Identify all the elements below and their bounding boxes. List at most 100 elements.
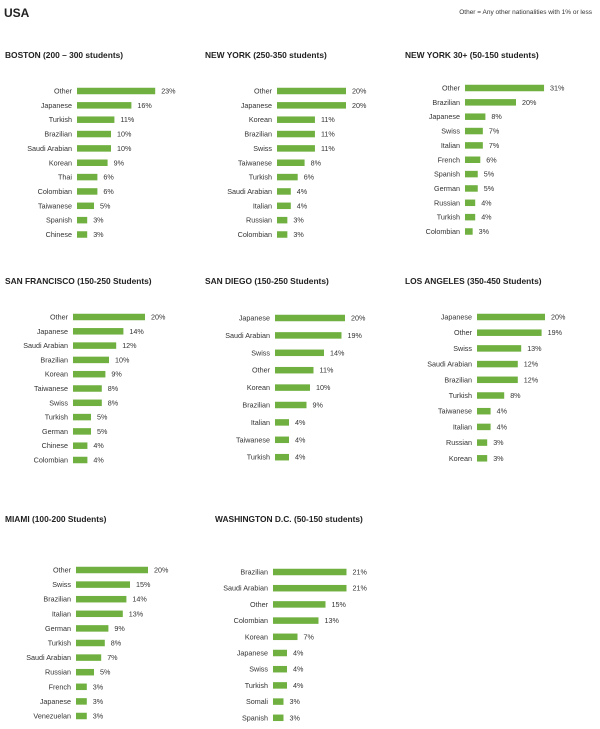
category-label: Other bbox=[252, 366, 271, 375]
category-label: Italian bbox=[52, 609, 71, 618]
san-francisco-chart: SAN FRANCISCO (150-250 Students) Other 20… bbox=[5, 276, 195, 471]
bar-chart: Other 31% Brazilian 20% Japanese 8% Swiss 7% Ita… bbox=[426, 84, 565, 237]
bar bbox=[273, 617, 319, 624]
category-label: Korean bbox=[45, 370, 68, 379]
bar-chart: Other 20% Swiss 15% Brazilian 14% Italian 13% Ge… bbox=[26, 566, 169, 721]
bar bbox=[275, 419, 289, 426]
value-label: 11% bbox=[321, 115, 335, 124]
value-label: 7% bbox=[304, 632, 315, 641]
chart-title: NEW YORK (250-350 students) bbox=[205, 50, 327, 60]
bar bbox=[76, 566, 148, 574]
value-label: 16% bbox=[137, 101, 152, 110]
value-label: 6% bbox=[103, 173, 114, 182]
category-label: Italian bbox=[251, 418, 270, 427]
bar bbox=[275, 349, 324, 357]
bar bbox=[465, 199, 476, 207]
value-label: 20% bbox=[352, 101, 367, 110]
category-label: Brazilian bbox=[240, 568, 268, 577]
value-label: 3% bbox=[93, 697, 104, 706]
bar bbox=[73, 428, 91, 435]
value-label: 19% bbox=[348, 331, 363, 340]
category-label: Korean bbox=[49, 158, 72, 167]
category-label: Turkish bbox=[247, 453, 270, 462]
bar bbox=[77, 216, 88, 224]
bar bbox=[273, 568, 347, 576]
bar bbox=[275, 384, 310, 391]
value-label: 10% bbox=[117, 130, 132, 139]
bar bbox=[273, 698, 284, 705]
category-label: Taiwanese bbox=[38, 201, 72, 210]
bar bbox=[273, 714, 284, 722]
bar bbox=[277, 102, 346, 109]
category-label: Japanese bbox=[237, 649, 268, 658]
bar bbox=[477, 376, 518, 384]
value-label: 14% bbox=[129, 327, 144, 336]
value-label: 9% bbox=[114, 624, 125, 633]
value-label: 6% bbox=[486, 155, 497, 164]
bar-chart: Other 23% Japanese 16% Turkish 11% Brazilian 10… bbox=[27, 87, 176, 240]
value-label: 3% bbox=[93, 712, 104, 721]
category-label: Turkish bbox=[49, 115, 72, 124]
value-label: 5% bbox=[100, 201, 111, 210]
value-label: 4% bbox=[481, 198, 492, 207]
san-diego-chart: SAN DIEGO (150-250 Students) Japanese 20%… bbox=[205, 276, 395, 471]
value-label: 20% bbox=[551, 313, 566, 322]
value-label: 10% bbox=[316, 383, 331, 392]
bar bbox=[73, 356, 109, 364]
value-label: 13% bbox=[325, 616, 340, 625]
value-label: 10% bbox=[117, 144, 132, 153]
category-label: Colombian bbox=[38, 187, 72, 196]
bar bbox=[76, 698, 87, 705]
miami-chart: MIAMI (100-200 Students) Other 20% Swiss 15… bbox=[5, 514, 195, 729]
bar bbox=[73, 342, 117, 349]
value-label: 3% bbox=[290, 713, 301, 722]
category-label: Saudi Arabian bbox=[27, 144, 72, 153]
category-label: Turkish bbox=[245, 681, 268, 690]
category-label: Spanish bbox=[434, 170, 460, 179]
category-label: Brazilian bbox=[43, 595, 71, 604]
bar bbox=[73, 413, 91, 421]
value-label: 5% bbox=[100, 668, 111, 677]
value-label: 15% bbox=[136, 580, 151, 589]
value-label: 5% bbox=[97, 427, 108, 436]
bar bbox=[275, 436, 289, 444]
value-label: 12% bbox=[524, 360, 539, 369]
category-label: Japanese bbox=[40, 697, 71, 706]
category-label: Korean bbox=[247, 383, 270, 392]
category-label: Colombian bbox=[426, 227, 460, 236]
bar bbox=[77, 87, 156, 95]
bar bbox=[277, 145, 315, 152]
bar bbox=[465, 142, 483, 149]
category-label: Taiwanese bbox=[238, 158, 272, 167]
bar bbox=[76, 639, 105, 647]
value-label: 5% bbox=[97, 413, 108, 422]
value-label: 3% bbox=[293, 216, 304, 225]
value-label: 3% bbox=[290, 697, 301, 706]
bar bbox=[77, 202, 94, 210]
bar bbox=[73, 370, 106, 378]
value-label: 7% bbox=[107, 653, 118, 662]
bar bbox=[275, 332, 342, 339]
los-angeles-chart: LOS ANGELES (350-450 Students) Japanese 2… bbox=[405, 276, 595, 471]
category-label: German bbox=[42, 427, 68, 436]
category-label: Other bbox=[454, 328, 473, 337]
bar bbox=[76, 654, 102, 661]
value-label: 31% bbox=[550, 84, 565, 93]
value-label: 14% bbox=[132, 595, 147, 604]
bar bbox=[77, 130, 111, 138]
bar bbox=[275, 366, 314, 374]
category-label: Japanese bbox=[441, 313, 472, 322]
category-label: Other bbox=[54, 87, 73, 96]
category-label: Chinese bbox=[46, 230, 72, 239]
category-label: Swiss bbox=[49, 398, 68, 407]
value-label: 11% bbox=[120, 115, 134, 124]
bar bbox=[275, 453, 289, 461]
bar bbox=[277, 231, 288, 238]
value-label: 4% bbox=[293, 649, 304, 658]
category-label: Brazilian bbox=[40, 355, 68, 364]
value-label: 8% bbox=[111, 639, 122, 648]
bar bbox=[73, 328, 124, 335]
category-label: Japanese bbox=[239, 314, 270, 323]
category-label: Other bbox=[53, 566, 72, 575]
category-label: Japanese bbox=[429, 112, 460, 121]
